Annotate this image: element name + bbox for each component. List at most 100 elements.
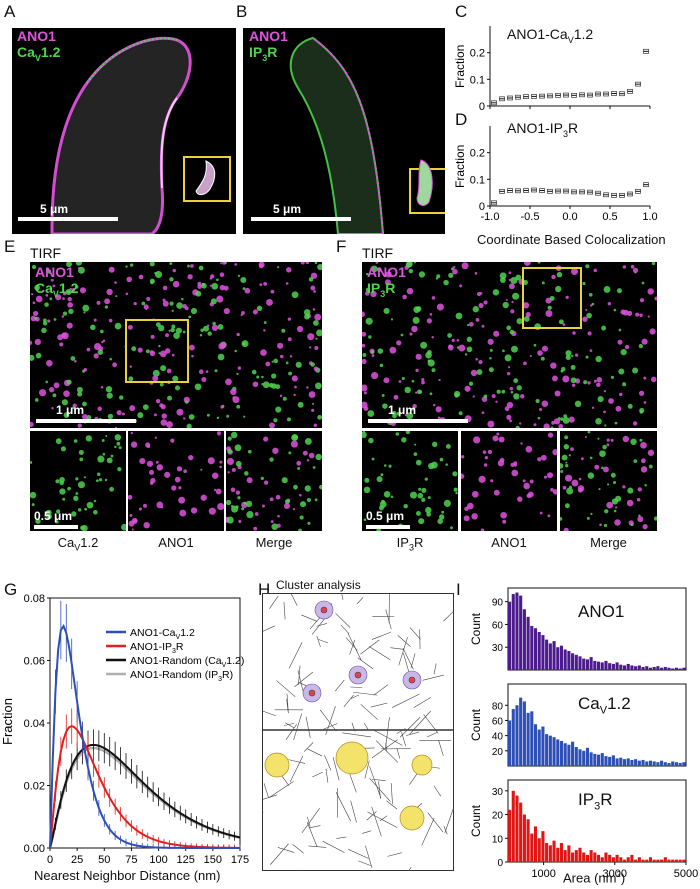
channel-label-ano1-a: ANO1	[17, 28, 56, 44]
hist-bar	[522, 814, 526, 862]
hist-bar	[634, 759, 638, 766]
hist-bar	[519, 595, 523, 670]
hist-bar	[511, 594, 515, 670]
y-tick-label: 0.02	[24, 781, 45, 793]
tirf-image-f: 1 μm	[362, 262, 657, 428]
hist-bar	[600, 662, 604, 670]
tirf-label-f: TIRF	[362, 245, 394, 261]
hist-bar	[678, 762, 682, 766]
hist-bar	[530, 833, 534, 862]
hist-bar	[656, 859, 660, 862]
series-line	[48, 746, 241, 849]
hist-bar	[552, 641, 556, 670]
hist-bar	[641, 859, 645, 862]
hist-title-cav: CaV1.2	[578, 694, 631, 717]
hist-bar	[645, 761, 649, 766]
hist-bar	[593, 753, 597, 766]
y-tick-label: 0.2	[470, 148, 485, 160]
hist-bar	[574, 654, 578, 670]
hist-bar	[604, 756, 608, 766]
hist-bar	[567, 744, 571, 766]
hist-bar	[622, 665, 627, 670]
hist-bar	[537, 838, 541, 862]
hist-bar	[589, 752, 593, 766]
hist-bar	[634, 666, 638, 670]
hist-bar	[556, 647, 560, 670]
hist-bar	[563, 850, 567, 862]
zoom-ano1-e	[128, 431, 224, 531]
y-tick-label: 60	[492, 716, 504, 727]
hist-bar	[671, 668, 675, 670]
image-ano1-cav-cell: 5 μm	[12, 28, 236, 234]
hist-bar	[682, 667, 686, 670]
hist-bar	[671, 761, 675, 766]
hist-bar	[574, 850, 578, 862]
y-tick-label: 0	[479, 101, 485, 113]
inset-cell-a	[195, 160, 216, 196]
x-tick-label: 150	[204, 854, 222, 866]
y-tick-label: 60	[492, 620, 504, 631]
voronoi-diagram	[262, 593, 454, 871]
hist-bar	[589, 657, 593, 670]
hist-bar	[578, 847, 582, 862]
hist-bar	[530, 711, 534, 766]
hist-bar	[656, 762, 660, 766]
hist-bar	[593, 852, 597, 862]
hist-bar	[637, 665, 641, 670]
hist-bar	[626, 758, 630, 766]
chart-g-xlabel: Nearest Neighbor Distance (nm)	[34, 868, 221, 883]
hist-bar	[593, 660, 597, 670]
x-tick-label: 25	[71, 854, 83, 866]
y-tick-label: 0.2	[470, 48, 485, 60]
hist-bar	[511, 790, 515, 862]
hist-bar	[585, 747, 589, 766]
y-axis-label: Count	[469, 804, 483, 837]
hist-bar	[541, 831, 545, 862]
hist-bar	[526, 819, 530, 862]
x-tick-label: -0.5	[521, 211, 540, 223]
hist-bar	[578, 749, 582, 766]
y-tick-label: 10	[492, 834, 504, 845]
hist-bar	[548, 845, 552, 862]
hist-bar	[552, 737, 556, 766]
y-tick-label: 30	[492, 643, 504, 654]
hist-bar	[511, 709, 515, 766]
hist-bar	[519, 697, 523, 766]
hist-bar	[582, 658, 586, 670]
hist-bar	[589, 850, 593, 862]
zoom-ano1-f	[461, 431, 557, 531]
hist-bar	[641, 759, 645, 766]
y-tick-label: 40	[492, 732, 504, 743]
x-tick-label: 5000	[674, 868, 698, 880]
cluster-region	[335, 741, 369, 775]
image-ano1-ip3r-cell: 5 μm	[243, 28, 445, 234]
hist-bar	[515, 795, 519, 862]
scale-label-e-small: 0.5 μm	[34, 509, 73, 523]
hist-bar	[663, 857, 667, 862]
x-tick-label: 1.0	[642, 211, 657, 223]
cluster-core	[408, 676, 416, 684]
y-axis-label: Fraction	[0, 698, 15, 745]
scale-label-b: 5 μm	[273, 202, 302, 216]
panel-label-i: I	[456, 580, 461, 599]
panel-label-g: G	[4, 580, 18, 599]
scale-label-f-small: 0.5 μm	[366, 509, 405, 523]
area-histograms: 30 60 90 Count 20 40 60 80 Count 0 10 20 30 Count 1000…	[469, 587, 698, 880]
hist-bar	[648, 857, 653, 862]
hist-bar	[571, 653, 575, 670]
zoom-ip3r-f: 0.5 μm	[362, 431, 458, 531]
caption-ip3r-f: IP3R	[396, 535, 424, 553]
tirf-label-e: TIRF	[30, 245, 62, 261]
zoom-box-e	[125, 319, 189, 383]
y-tick-label: 0	[479, 201, 485, 213]
hist-bar	[541, 635, 545, 670]
hist-bar	[604, 852, 608, 862]
hist-bar	[559, 843, 564, 862]
cell-silhouette-b	[289, 36, 385, 234]
cluster-core	[308, 689, 316, 697]
y-tick-label: 30	[492, 787, 504, 798]
hist-bar	[652, 666, 656, 670]
hist-bar	[667, 667, 671, 670]
chart-d-xlabel: Coordinate Based Colocalization	[477, 232, 666, 247]
hist-bar	[571, 852, 575, 862]
